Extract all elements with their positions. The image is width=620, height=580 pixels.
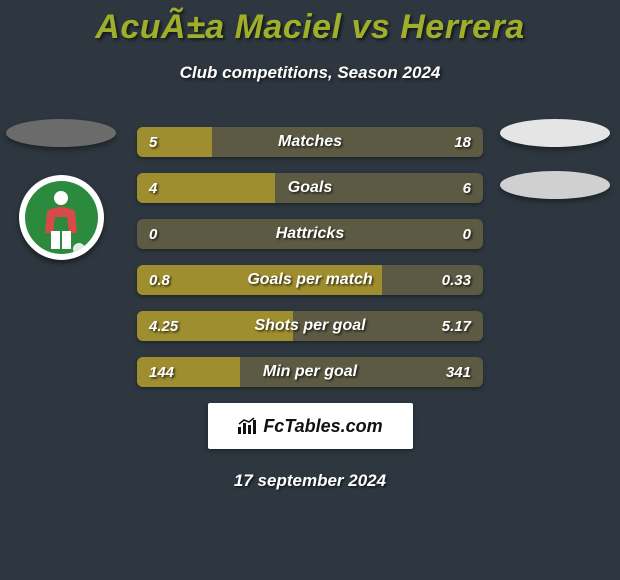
stat-row: 4Goals6 (137, 173, 483, 203)
branding-text: FcTables.com (237, 416, 382, 437)
stat-label: Goals per match (137, 265, 483, 295)
stat-row: 144Min per goal341 (137, 357, 483, 387)
stat-label: Matches (137, 127, 483, 157)
stat-row: 0Hattricks0 (137, 219, 483, 249)
stats-bars: 5Matches18 4Goals6 0Hattricks0 0.8Goals per… (137, 127, 483, 387)
stat-right-value: 341 (446, 357, 471, 387)
shadow-ellipse-right-1 (500, 119, 610, 147)
player-badge-icon (19, 175, 104, 260)
stat-right-value: 18 (454, 127, 471, 157)
page-title: AcuÃ±a Maciel vs Herrera (0, 0, 620, 47)
stat-right-value: 0.33 (442, 265, 471, 295)
stat-right-value: 6 (463, 173, 471, 203)
stat-right-value: 5.17 (442, 311, 471, 341)
branding-label: FcTables.com (263, 416, 382, 437)
stat-row: 0.8Goals per match0.33 (137, 265, 483, 295)
stat-right-value: 0 (463, 219, 471, 249)
stat-label: Goals (137, 173, 483, 203)
branding-badge: FcTables.com (208, 403, 413, 449)
page-subtitle: Club competitions, Season 2024 (0, 63, 620, 83)
player-left-visual (6, 119, 116, 260)
stat-label: Hattricks (137, 219, 483, 249)
player-silhouette-icon (31, 189, 91, 254)
stat-label: Min per goal (137, 357, 483, 387)
date-text: 17 september 2024 (0, 471, 620, 491)
stat-row: 5Matches18 (137, 127, 483, 157)
infographic-root: AcuÃ±a Maciel vs Herrera Club competitio… (0, 0, 620, 491)
comparison-area: 5Matches18 4Goals6 0Hattricks0 0.8Goals per… (0, 127, 620, 387)
shadow-ellipse-left (6, 119, 116, 147)
stat-row: 4.25Shots per goal5.17 (137, 311, 483, 341)
shadow-ellipse-right-2 (500, 171, 610, 199)
stat-label: Shots per goal (137, 311, 483, 341)
badge-field (25, 181, 98, 254)
chart-icon (237, 417, 259, 435)
player-right-visual (500, 119, 610, 199)
